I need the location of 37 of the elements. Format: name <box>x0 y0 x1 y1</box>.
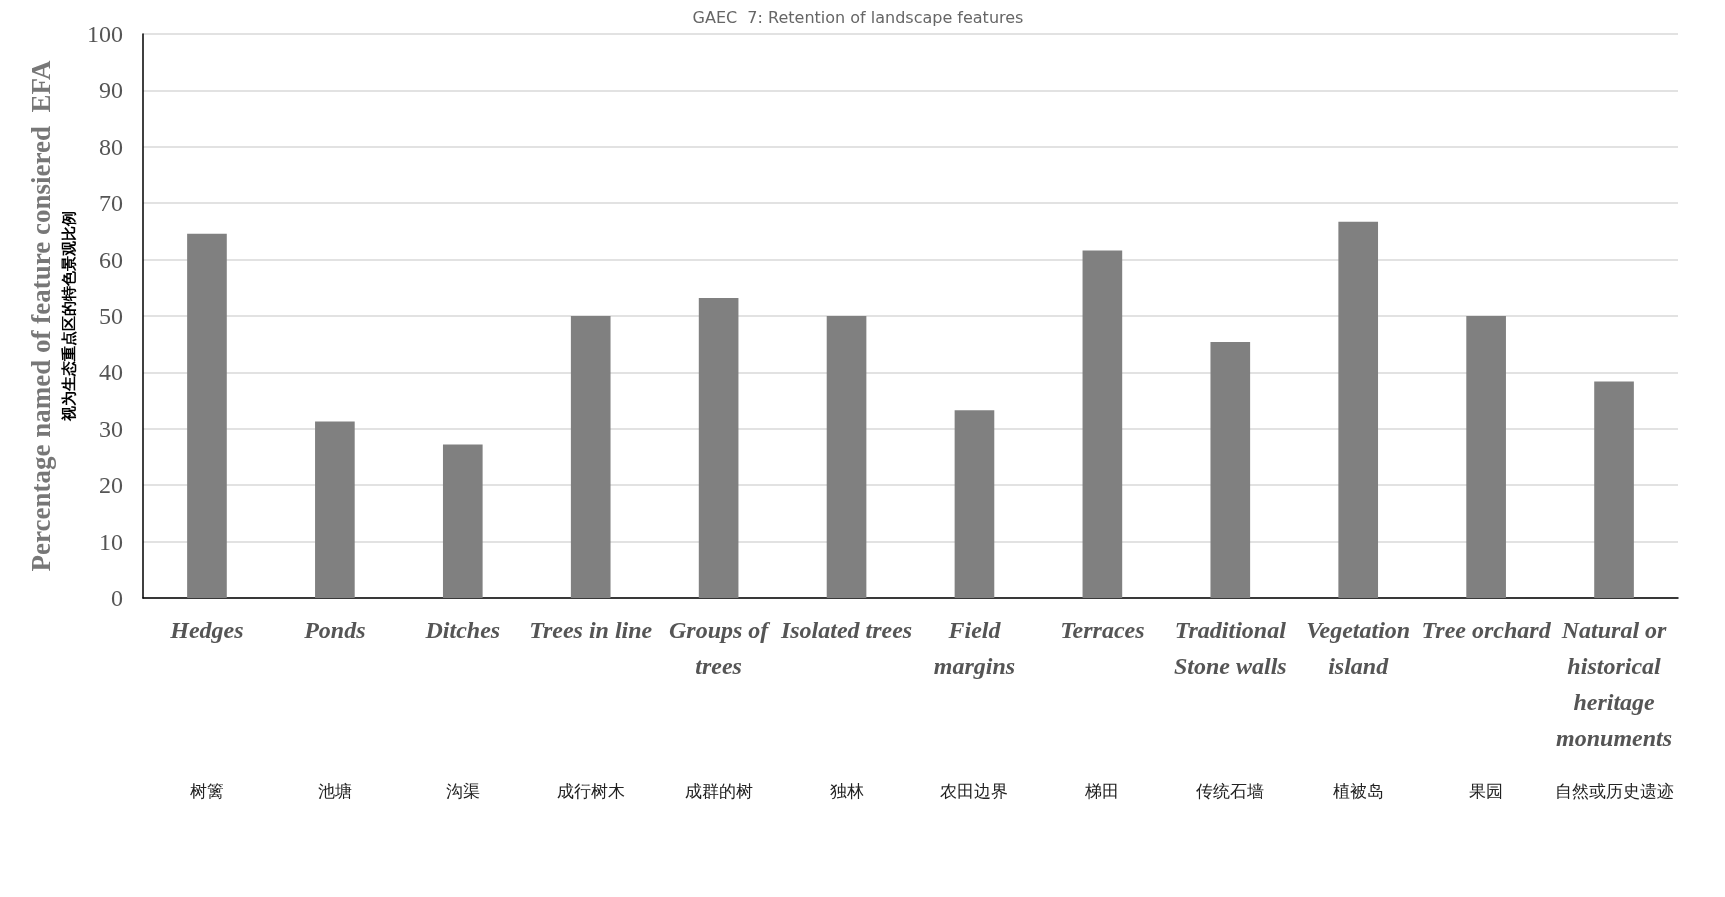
y-tick-label: 20 <box>99 472 123 499</box>
category-label: Groups of trees 成群的树 <box>668 617 769 801</box>
bar <box>954 410 995 598</box>
bar <box>315 421 355 598</box>
bar <box>1594 381 1634 598</box>
bar <box>570 316 611 598</box>
category-label: Field margins 农田边界 <box>933 617 1016 801</box>
category-label: Terraces 梯田 <box>1060 617 1145 801</box>
category-label: Natural or historical heritage monuments 自然或历史遗迹 <box>1554 617 1674 801</box>
bar <box>826 316 867 598</box>
category-label: Ditches 沟渠 <box>425 617 501 801</box>
y-tick-label: 30 <box>99 415 123 442</box>
bar <box>187 233 227 598</box>
category-label: Tree orchard 果园 <box>1421 617 1551 801</box>
y-tick-label: 40 <box>99 359 123 386</box>
y-tick-label: 80 <box>99 133 123 160</box>
y-tick-label: 70 <box>99 190 123 217</box>
bar <box>1466 316 1506 598</box>
y-tick-label: 50 <box>99 303 123 329</box>
bar <box>1082 250 1123 598</box>
category-label: Isolated trees 独林 <box>780 617 913 801</box>
bar <box>698 297 739 598</box>
category-label: Hedges 树篱 <box>170 617 244 801</box>
category-label: Ponds 池塘 <box>304 617 366 801</box>
y-tick-label: 90 <box>99 77 123 104</box>
bar <box>1210 341 1251 598</box>
y-tick-label: 60 <box>99 246 123 273</box>
bar <box>442 444 483 598</box>
bar <box>1338 221 1379 598</box>
chart-title: GAEC 7: Retention of landscape features <box>692 7 1024 27</box>
y-tick-label: 0 <box>111 585 123 611</box>
y-axis-title: Percentage named of feature consiered EFA 视为生态重点区的特色景观比例 <box>25 60 78 572</box>
category-label: Traditional Stone walls 传统石墙 <box>1173 617 1287 801</box>
y-tick-label: 10 <box>99 528 123 555</box>
category-label: Trees in line 成行树木 <box>529 617 653 801</box>
category-label: Vegetation island 植被岛 <box>1306 617 1411 801</box>
y-tick-label: 100 <box>87 21 123 47</box>
